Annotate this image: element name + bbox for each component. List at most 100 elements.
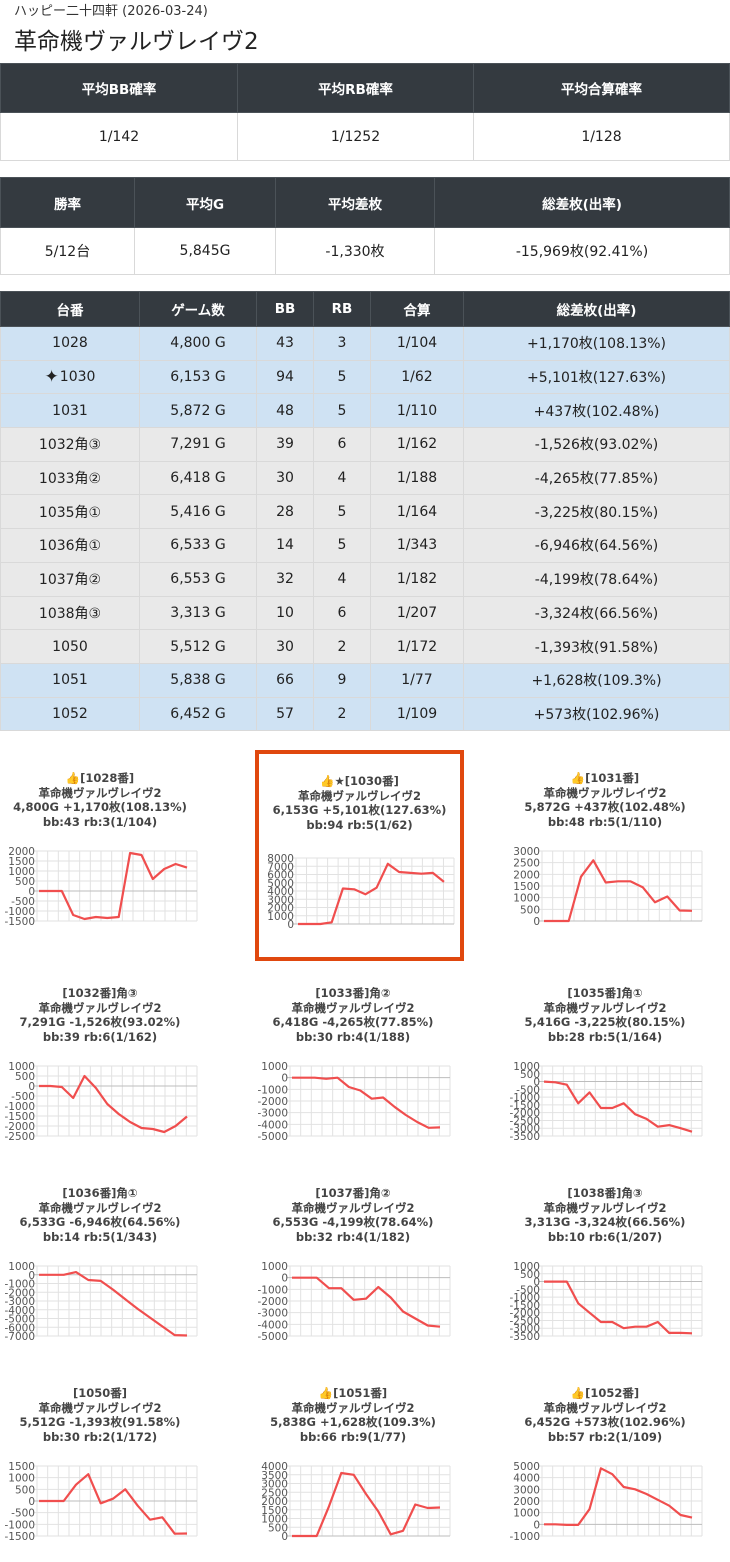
y-tick-label: -3000: [257, 1308, 288, 1320]
chart-title-line: 6,533G -6,946枚(64.56%): [19, 1215, 181, 1229]
y-tick-label: -1000: [4, 906, 35, 918]
chart-card-1037[interactable]: [1037番]角② 革命機ヴァルヴレイヴ2 6,553G -4,199枚(78.64…: [253, 1163, 453, 1358]
series-line: [292, 1076, 441, 1129]
y-tick-label: -500: [11, 896, 35, 908]
table-row[interactable]: 1035角① 5,416 G 28 5 1/164 -3,225枚(80.15%): [0, 494, 730, 530]
table-row[interactable]: 1038角③ 3,313 G 10 6 1/207 -3,324枚(66.56%): [0, 595, 730, 631]
result-summary-table: 勝率 平均G 平均差枚 総差枚(出率) 5/12台 5,845G -1,330枚…: [0, 177, 730, 275]
y-tick-label: 500: [268, 1522, 288, 1534]
y-tick-label: 2500: [513, 858, 540, 870]
y-tick-label: 0: [28, 1081, 35, 1093]
y-tick-label: 4000: [267, 886, 294, 898]
chart-card-1031[interactable]: 👍[1031番] 革命機ヴァルヴレイヴ2 5,872G +437枚(102.48%)…: [505, 748, 705, 948]
chart-title-line: 👍[1031番]: [570, 771, 640, 785]
chart-card-1038[interactable]: [1038番]角③ 革命機ヴァルヴレイヴ2 3,313G -3,324枚(66.56…: [505, 1163, 705, 1358]
chart-title-line: bb:32 rb:4(1/182): [295, 1229, 411, 1244]
chart-title-line: 革命機ヴァルヴレイヴ2: [291, 1200, 415, 1215]
chart-title-line: bb:14 rb:5(1/343): [42, 1229, 158, 1244]
chart-title: [1036番]角① 革命機ヴァルヴレイヴ2 6,533G -6,946枚(64.56…: [0, 1186, 200, 1244]
chart-card-1035[interactable]: [1035番]角① 革命機ヴァルヴレイヴ2 5,416G -3,225枚(80.15…: [505, 963, 705, 1158]
chart-title-line: 革命機ヴァルヴレイヴ2: [38, 1000, 162, 1015]
table-row[interactable]: 1052 6,452 G 57 2 1/109 +573枚(102.96%): [0, 696, 730, 732]
y-tick-label: 4000: [513, 1473, 540, 1485]
y-tick-label: 3000: [513, 1484, 540, 1496]
cell-diff: +5,101枚(127.63%): [463, 359, 730, 395]
y-tick-label: -3500: [509, 1331, 540, 1343]
chart-card-1033[interactable]: [1033番]角② 革命機ヴァルヴレイヴ2 6,418G -4,265枚(77.85…: [253, 963, 453, 1158]
y-tick-label: 0: [281, 1531, 288, 1543]
table-row[interactable]: 1028 4,800 G 43 3 1/104 +1,170枚(108.13%): [0, 326, 730, 361]
y-tick-label: 1000: [261, 1514, 288, 1526]
table-row[interactable]: ✦1030 6,153 G 94 5 1/62 +5,101枚(127.63%): [0, 359, 730, 395]
table-row[interactable]: 1033角② 6,418 G 30 4 1/188 -4,265枚(77.85%): [0, 460, 730, 496]
chart-card-1028[interactable]: 👍[1028番] 革命機ヴァルヴレイヴ2 4,800G +1,170枚(108.13…: [0, 748, 200, 948]
chart-title-line: 革命機ヴァルヴレイヴ2: [38, 1400, 162, 1415]
table-row[interactable]: 1031 5,872 G 48 5 1/110 +437枚(102.48%): [0, 393, 730, 429]
chart-title-line: 6,452G +573枚(102.96%): [524, 1415, 686, 1429]
line-chart: 10005000-500-1000-1500-2000-2500-3000-35…: [509, 1261, 703, 1343]
y-tick-label: 5000: [267, 878, 294, 890]
probability-summary-table: 平均BB確率 平均RB確率 平均合算確率 1/142 1/1252 1/128: [0, 63, 730, 161]
cell-total: 1/162: [370, 427, 464, 462]
table-row[interactable]: 1037角② 6,553 G 32 4 1/182 -4,199枚(78.64%): [0, 561, 730, 597]
cell-games: 5,872 G: [139, 393, 257, 429]
cell-rb: 5: [313, 528, 371, 563]
y-tick-label: -5000: [4, 1314, 35, 1326]
chart-card-1036[interactable]: [1036番]角① 革命機ヴァルヴレイヴ2 6,533G -6,946枚(64.56…: [0, 1163, 200, 1358]
cell-games: 6,153 G: [139, 359, 257, 395]
cell-bb: 66: [256, 662, 314, 698]
header-avg-games: 平均G: [134, 177, 276, 228]
cell-games: 4,800 G: [139, 326, 257, 361]
chart-card-1032[interactable]: [1032番]角③ 革命機ヴァルヴレイヴ2 7,291G -1,526枚(93.02…: [0, 963, 200, 1158]
y-tick-label: 0: [533, 916, 540, 928]
chart-title-line: 6,553G -4,199枚(78.64%): [272, 1215, 434, 1229]
chart-title-line: 4,800G +1,170枚(108.13%): [13, 800, 187, 814]
value-avg-bb: 1/142: [0, 112, 238, 161]
y-tick-label: 1500: [261, 1505, 288, 1517]
table-row[interactable]: 1036角① 6,533 G 14 5 1/343 -6,946枚(64.56%): [0, 528, 730, 563]
chart-title-line: 5,416G -3,225枚(80.15%): [524, 1015, 686, 1029]
y-tick-label: -1500: [4, 1111, 35, 1123]
y-tick-label: 1000: [513, 893, 540, 905]
y-tick-label: 2000: [513, 869, 540, 881]
y-tick-label: 2000: [8, 846, 35, 858]
cell-bb: 43: [256, 326, 314, 361]
chart-card-1051[interactable]: 👍[1051番] 革命機ヴァルヴレイヴ2 5,838G +1,628枚(109.3%…: [253, 1363, 453, 1561]
cell-no: 1050: [0, 629, 140, 664]
y-tick-label: 3000: [267, 894, 294, 906]
series-line: [543, 1080, 693, 1133]
table-row[interactable]: 1051 5,838 G 66 9 1/77 +1,628枚(109.3%): [0, 662, 730, 698]
y-tick-label: -2000: [4, 1287, 35, 1299]
cell-total: 1/164: [370, 494, 464, 530]
y-tick-label: 500: [520, 1269, 540, 1281]
cell-total: 1/109: [370, 696, 464, 732]
chart-card-1050[interactable]: [1050番] 革命機ヴァルヴレイヴ2 5,512G -1,393枚(91.58%)…: [0, 1363, 200, 1561]
y-tick-label: 500: [520, 1069, 540, 1081]
table-row[interactable]: 1032角③ 7,291 G 39 6 1/162 -1,526枚(93.02%): [0, 427, 730, 462]
chart-title-line: [1050番]: [72, 1386, 128, 1400]
value-avg-diff: -1,330枚: [275, 227, 435, 275]
y-tick-label: 500: [15, 1071, 35, 1083]
y-tick-label: -3000: [257, 1108, 288, 1120]
y-tick-label: 0: [533, 1519, 540, 1531]
cell-rb: 3: [313, 326, 371, 361]
y-tick-label: 500: [520, 904, 540, 916]
chart-title-line: 👍★[1030番]: [320, 774, 399, 788]
y-tick-label: 1500: [8, 856, 35, 868]
y-tick-label: -1000: [4, 1519, 35, 1531]
table-row[interactable]: 1050 5,512 G 30 2 1/172 -1,393枚(91.58%): [0, 629, 730, 664]
chart-card-1052[interactable]: 👍[1052番] 革命機ヴァルヴレイヴ2 6,452G +573枚(102.96%)…: [505, 1363, 705, 1561]
y-tick-label: -7000: [4, 1331, 35, 1343]
y-tick-label: -4000: [257, 1119, 288, 1131]
chart-card-1030[interactable]: 👍★[1030番] 革命機ヴァルヴレイヴ2 6,153G +5,101枚(127.6…: [255, 750, 464, 961]
cell-no: 1035角①: [0, 494, 140, 530]
chart-title: 👍[1028番] 革命機ヴァルヴレイヴ2 4,800G +1,170枚(108.13…: [0, 771, 200, 829]
cell-rb: 5: [313, 393, 371, 429]
series-line: [292, 1276, 441, 1328]
chart-title-line: bb:28 rb:5(1/164): [547, 1029, 663, 1044]
y-tick-label: -5000: [257, 1331, 288, 1343]
